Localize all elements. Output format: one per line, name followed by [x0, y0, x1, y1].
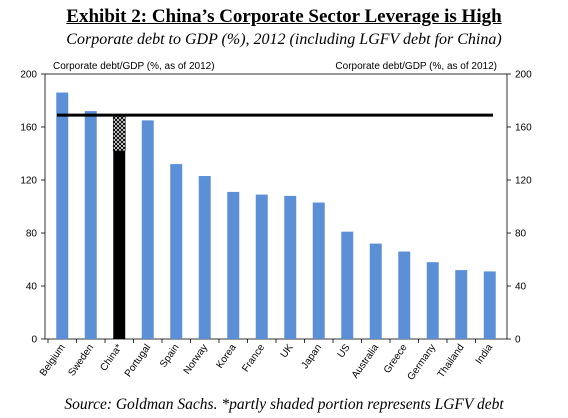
x-category-label: Portugal	[123, 342, 153, 379]
x-category-label: Australia	[350, 342, 382, 381]
right-tick-label: 160	[515, 123, 532, 134]
x-category-label: Thailand	[436, 342, 467, 380]
bar-china-lgfv-shaded	[112, 114, 126, 152]
left-tick-label: 0	[31, 335, 37, 346]
right-tick-label: 0	[515, 335, 521, 346]
bar-australia	[369, 243, 382, 339]
x-category-label: US	[336, 342, 353, 360]
bar-germany	[426, 262, 439, 339]
bar-korea	[227, 191, 240, 339]
left-tick-label: 80	[26, 229, 38, 240]
right-tick-label: 120	[515, 176, 532, 187]
bar-india	[483, 271, 496, 339]
bar-sweden	[84, 111, 97, 339]
bar-thailand	[455, 270, 468, 339]
bar-norway	[198, 176, 211, 339]
left-tick-label: 160	[20, 123, 37, 134]
x-category-label: India	[474, 342, 496, 366]
x-category-label: China*	[98, 342, 124, 373]
right-axis-label: Corporate debt/GDP (%, as of 2012)	[335, 61, 497, 72]
bar-spain	[170, 164, 183, 339]
x-category-label: Greece	[382, 342, 410, 376]
x-category-label: Germany	[406, 342, 439, 382]
bar-greece	[398, 251, 411, 339]
bar-china-solid	[113, 150, 126, 339]
left-tick-label: 40	[26, 282, 38, 293]
bar-uk	[284, 195, 297, 339]
source-note: Source: Goldman Sachs. *partly shaded po…	[64, 396, 504, 413]
x-category-label: France	[240, 342, 267, 374]
left-axis-label: Corporate debt/GDP (%, as of 2012)	[53, 61, 215, 72]
x-category-label: Korea	[214, 342, 239, 371]
bar-belgium	[56, 92, 69, 339]
x-category-label: Belgium	[38, 342, 68, 378]
x-category-label: UK	[279, 342, 296, 360]
x-category-label: Norway	[182, 342, 210, 376]
right-tick-label: 80	[515, 229, 527, 240]
bar-us	[341, 231, 354, 339]
right-tick-label: 200	[515, 70, 532, 81]
exhibit-subtitle: Corporate debt to GDP (%), 2012 (includi…	[66, 31, 502, 48]
bar-portugal	[141, 120, 154, 339]
x-category-label: Sweden	[66, 342, 96, 378]
exhibit-title: Exhibit 2: China’s Corporate Sector Leve…	[66, 6, 502, 27]
left-tick-label: 120	[20, 176, 37, 187]
bar-japan	[312, 202, 325, 339]
bar-france	[255, 194, 268, 339]
right-tick-label: 40	[515, 282, 527, 293]
x-category-label: Spain	[158, 342, 182, 369]
x-category-label: Japan	[300, 342, 325, 371]
left-tick-label: 200	[20, 70, 37, 81]
